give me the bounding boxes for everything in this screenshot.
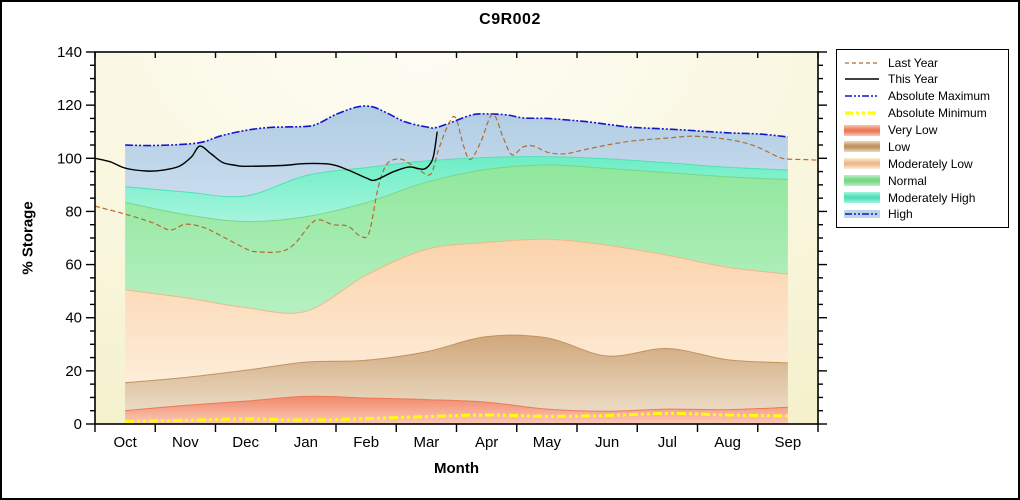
legend-label-moderately-high: Moderately High — [888, 190, 976, 205]
legend-item-low: Low — [844, 139, 1001, 154]
legend-label-very-low: Very Low — [888, 123, 938, 137]
legend-swatch-low — [844, 141, 880, 153]
x-tick-label-aug: Aug — [714, 434, 741, 451]
y-tick-label-60: 60 — [65, 257, 82, 274]
legend-item-moderately-low: Moderately Low — [844, 156, 1001, 171]
band-edge-moderately-high — [125, 156, 788, 198]
legend-swatch-very-low — [844, 124, 880, 136]
band-edge-very-low — [125, 395, 788, 412]
legend-item-absolute-minimum: Absolute Minimum — [844, 106, 1001, 121]
legend-label-normal: Normal — [888, 173, 927, 188]
band-normal — [125, 164, 788, 314]
legend-item-very-low: Very Low — [844, 123, 1001, 138]
legend-swatch-moderately-high — [844, 192, 880, 203]
y-tick-label-100: 100 — [57, 150, 82, 167]
x-tick-label-dec: Dec — [232, 434, 259, 451]
legend-label-low: Low — [888, 139, 911, 154]
band-edge-normal — [125, 164, 788, 223]
legend-label-high: High — [888, 207, 913, 222]
x-tick-label-may: May — [533, 434, 562, 451]
y-tick-label-80: 80 — [65, 203, 82, 220]
y-tick-label-140: 140 — [57, 44, 82, 61]
band-low — [125, 335, 788, 412]
line-absolute-maximum — [125, 105, 788, 147]
legend-swatch-normal — [844, 175, 880, 187]
band-moderately-low — [125, 239, 788, 383]
x-tick-label-jul: Jul — [658, 434, 677, 451]
y-tick-label-20: 20 — [65, 363, 82, 380]
y-tick-label-0: 0 — [74, 416, 82, 433]
x-tick-label-mar: Mar — [413, 434, 439, 451]
legend-swatch-this-year — [844, 72, 880, 86]
legend-item-normal: Normal — [844, 173, 1001, 188]
legend-label-last-year: Last Year — [888, 55, 939, 70]
x-tick-label-jan: Jan — [294, 434, 318, 451]
legend-label-moderately-low: Moderately Low — [888, 156, 973, 171]
legend-label-this-year: This Year — [888, 72, 939, 87]
legend-swatch-absolute-minimum — [844, 106, 880, 120]
y-tick-label-120: 120 — [57, 97, 82, 114]
legend-swatch-absolute-maximum — [844, 89, 880, 103]
legend-swatch-last-year — [844, 56, 880, 70]
x-tick-label-sep: Sep — [775, 434, 802, 451]
legend-label-absolute-minimum: Absolute Minimum — [888, 106, 987, 121]
legend-item-this-year: This Year — [844, 72, 1001, 87]
line-this-year — [95, 131, 438, 182]
chart-title: C9R002 — [479, 11, 541, 28]
band-edge-low — [125, 334, 788, 384]
x-tick-label-apr: Apr — [475, 434, 498, 451]
legend-swatch-moderately-low — [844, 158, 880, 170]
band-moderately-high — [125, 156, 788, 222]
band-very-low — [125, 396, 788, 424]
line-last-year — [95, 113, 818, 253]
x-tick-label-jun: Jun — [595, 434, 619, 451]
band-high — [125, 105, 788, 197]
legend-item-absolute-maximum: Absolute Maximum — [844, 89, 1001, 104]
legend-item-moderately-high: Moderately High — [844, 190, 1001, 205]
legend-item-last-year: Last Year — [844, 55, 1001, 70]
line-absolute-minimum — [125, 411, 788, 423]
x-tick-label-nov: Nov — [172, 434, 199, 451]
plot-area — [95, 105, 818, 424]
band-edge-moderately-low — [125, 238, 788, 314]
legend-swatch-high — [844, 207, 880, 221]
x-axis-title: Month — [434, 460, 479, 477]
x-tick-label-feb: Feb — [353, 434, 379, 451]
legend-item-high: High — [844, 207, 1001, 222]
legend-label-absolute-maximum: Absolute Maximum — [888, 89, 991, 104]
y-tick-label-40: 40 — [65, 310, 82, 327]
x-tick-label-oct: Oct — [113, 434, 137, 451]
legend: Last Year This Year Absolute Maximum Absolu… — [836, 49, 1009, 228]
